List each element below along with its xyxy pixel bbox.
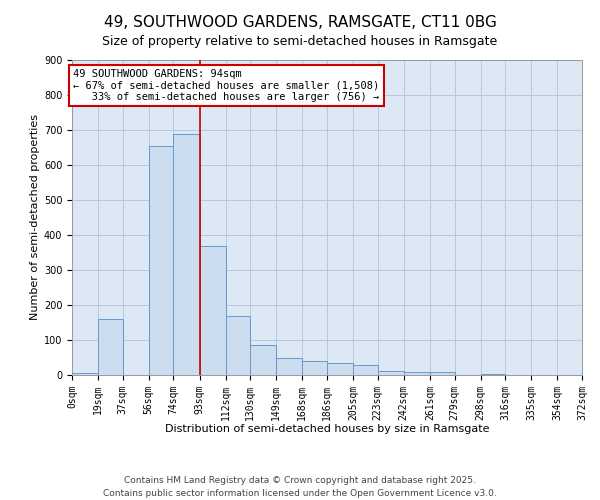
Bar — [199, 246, 226, 375]
Text: Contains HM Land Registry data © Crown copyright and database right 2025.
Contai: Contains HM Land Registry data © Crown c… — [103, 476, 497, 498]
Bar — [430, 372, 455, 375]
Text: Size of property relative to semi-detached houses in Ramsgate: Size of property relative to semi-detach… — [103, 35, 497, 48]
Bar — [173, 134, 200, 375]
Text: 49, SOUTHWOOD GARDENS, RAMSGATE, CT11 0BG: 49, SOUTHWOOD GARDENS, RAMSGATE, CT11 0B… — [104, 15, 496, 30]
Bar — [404, 372, 430, 375]
Bar — [250, 345, 276, 375]
Bar — [149, 146, 173, 375]
Bar — [72, 373, 98, 375]
Bar — [378, 371, 404, 375]
X-axis label: Distribution of semi-detached houses by size in Ramsgate: Distribution of semi-detached houses by … — [165, 424, 489, 434]
Bar — [302, 361, 327, 375]
Bar — [481, 374, 505, 375]
Bar — [327, 363, 353, 375]
Text: 49 SOUTHWOOD GARDENS: 94sqm
← 67% of semi-detached houses are smaller (1,508)
  : 49 SOUTHWOOD GARDENS: 94sqm ← 67% of sem… — [73, 68, 380, 102]
Bar — [276, 358, 302, 375]
Y-axis label: Number of semi-detached properties: Number of semi-detached properties — [29, 114, 40, 320]
Bar — [226, 316, 250, 375]
Bar — [353, 364, 378, 375]
Bar — [98, 319, 123, 375]
